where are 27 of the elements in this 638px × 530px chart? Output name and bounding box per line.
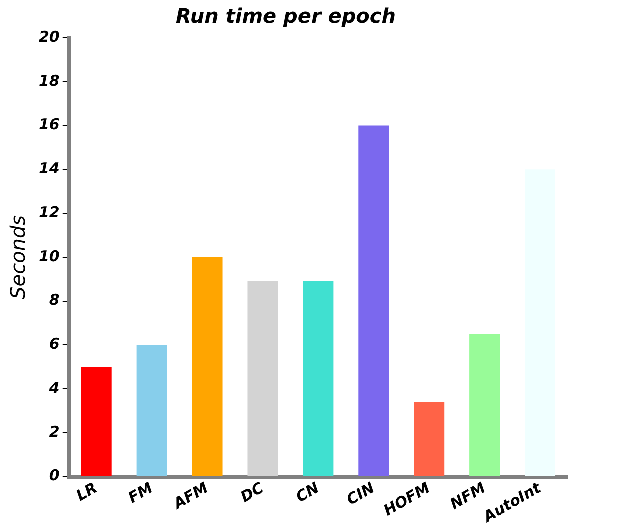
- bar: [248, 282, 278, 476]
- bar: [525, 170, 556, 476]
- x-tick-label: LR: [73, 478, 101, 505]
- y-tick-label: 6: [49, 335, 60, 354]
- y-tick-label: 12: [39, 203, 60, 222]
- bar: [414, 402, 445, 476]
- y-tick-label: 20: [39, 28, 60, 46]
- y-tick-label: 10: [39, 247, 60, 266]
- y-tick-label: 0: [49, 466, 60, 485]
- y-tick-label: 14: [39, 160, 60, 178]
- x-tick-label: FM: [125, 478, 156, 508]
- bar: [136, 345, 168, 476]
- bar: [192, 257, 223, 476]
- x-tick-label: CN: [292, 478, 323, 506]
- y-tick-label: 4: [48, 378, 60, 397]
- y-tick-label: 2: [49, 422, 60, 441]
- bar: [470, 334, 500, 476]
- y-tick-label: 16: [39, 116, 60, 134]
- x-tick-label: CIN: [344, 478, 378, 510]
- y-axis-title: Seconds: [6, 215, 30, 300]
- bar: [81, 367, 112, 476]
- bar: [303, 282, 334, 476]
- y-tick-label: 18: [39, 72, 60, 90]
- y-tick-label: 8: [49, 291, 60, 310]
- bar: [358, 126, 390, 476]
- x-tick-label: DC: [238, 478, 267, 506]
- chart-title: Run time per epoch: [176, 4, 396, 28]
